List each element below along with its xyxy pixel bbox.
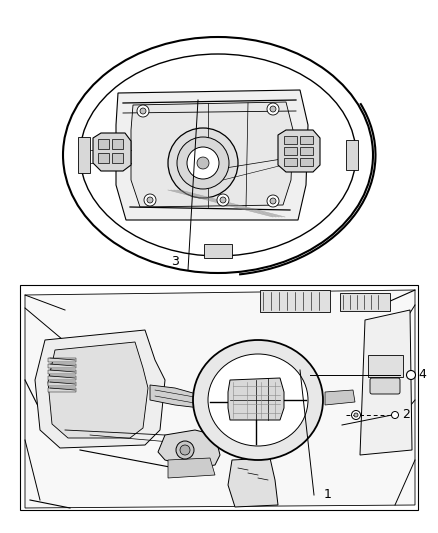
Bar [48,376,76,380]
Bar [112,139,123,149]
Circle shape [270,198,276,204]
Bar [300,136,313,144]
Bar [48,358,76,362]
Polygon shape [35,330,165,448]
FancyBboxPatch shape [370,378,400,394]
Bar [368,355,403,377]
Circle shape [406,370,416,379]
Bar [98,139,109,149]
Bar [204,244,232,258]
Text: 2: 2 [402,408,410,422]
Polygon shape [360,310,412,455]
Circle shape [217,194,229,206]
Circle shape [187,147,219,179]
Circle shape [144,194,156,206]
Bar [48,382,76,386]
Ellipse shape [208,354,308,446]
Ellipse shape [80,54,356,256]
Circle shape [177,137,229,189]
Bar [98,153,109,163]
Bar [284,136,297,144]
Polygon shape [228,378,284,420]
Bar [48,370,76,374]
Circle shape [147,197,153,203]
Polygon shape [48,342,148,438]
Circle shape [168,128,238,198]
Bar [48,364,76,368]
Polygon shape [131,102,293,207]
Bar [284,147,297,155]
Polygon shape [116,90,308,220]
Polygon shape [93,133,131,171]
Bar [260,290,330,312]
Bar [112,153,123,163]
Polygon shape [168,458,215,478]
Circle shape [220,197,226,203]
Polygon shape [25,290,415,508]
Polygon shape [158,430,220,468]
Bar [346,140,358,170]
Bar [78,137,90,173]
Bar [284,158,297,166]
Circle shape [270,106,276,112]
Circle shape [137,105,149,117]
Circle shape [267,103,279,115]
Circle shape [140,108,146,114]
Bar [0,0,438,270]
Circle shape [392,411,399,418]
Circle shape [176,441,194,459]
Circle shape [352,410,360,419]
Bar [20,285,418,510]
Ellipse shape [63,37,373,273]
Polygon shape [278,130,320,172]
Circle shape [197,157,209,169]
Circle shape [267,195,279,207]
Bar [48,388,76,392]
Circle shape [180,445,190,455]
Polygon shape [228,458,278,507]
Circle shape [354,413,358,417]
Bar [300,158,313,166]
Text: 1: 1 [324,489,332,502]
Text: 4: 4 [418,368,426,382]
Bar [300,147,313,155]
Polygon shape [325,390,355,405]
Polygon shape [150,385,205,408]
Bar [340,293,390,311]
Ellipse shape [193,340,323,460]
Text: 3: 3 [171,255,179,268]
